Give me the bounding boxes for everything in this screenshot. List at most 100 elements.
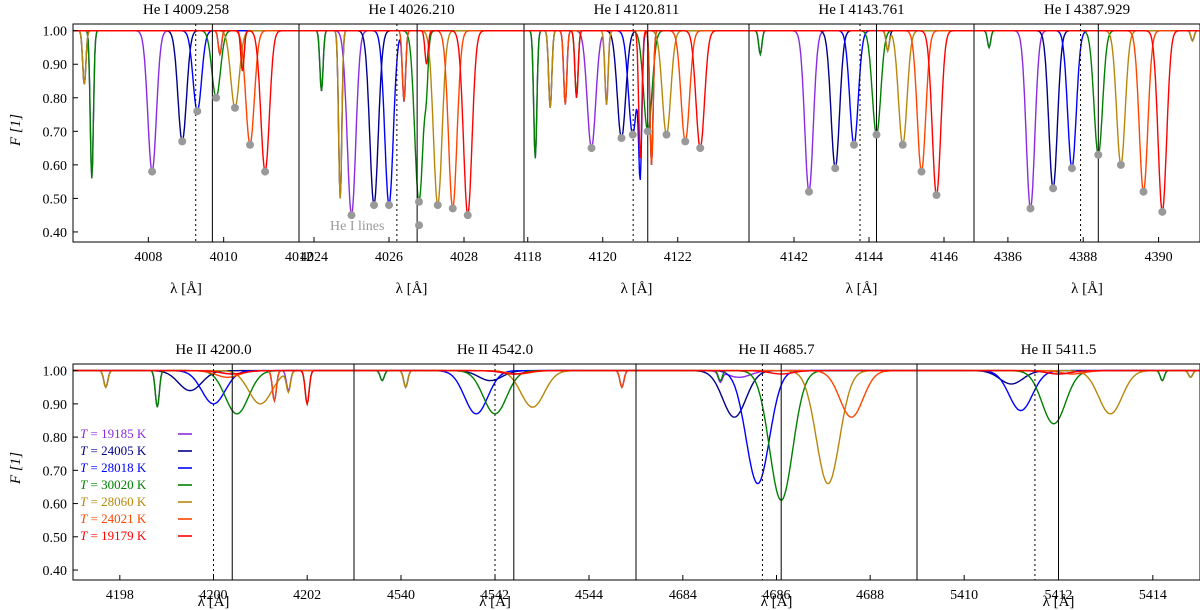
y-tick-label: 0.70 (43, 125, 68, 140)
spectrum-30020 (73, 369, 354, 415)
y-tick-label: 0.90 (43, 58, 68, 73)
x-axis-label: λ [Å] (170, 281, 202, 297)
x-tick-label: 4198 (106, 588, 134, 603)
x-axis-label: λ [Å] (846, 281, 878, 297)
minimum-marker (148, 167, 157, 176)
spectrum-30020 (299, 30, 524, 205)
x-tick-label: 4202 (293, 588, 321, 603)
minimum-marker (643, 127, 652, 136)
y-tick-label: 0.40 (43, 226, 68, 241)
minimum-marker (193, 107, 202, 116)
y-tick-label: 0.50 (43, 531, 68, 546)
panel-title: He II 4685.7 (738, 342, 815, 358)
minimum-marker (872, 130, 881, 139)
spectrum-24005 (73, 30, 299, 144)
y-tick-label: 1.00 (43, 365, 68, 380)
x-tick-label: 4200 (200, 588, 228, 603)
x-tick-label: 4542 (481, 588, 509, 603)
spectrum-28060 (636, 369, 917, 485)
legend-t-symbol: T (80, 511, 88, 526)
y-tick-label: 0.60 (43, 159, 68, 174)
x-axis-label: λ [Å] (396, 281, 428, 297)
minimum-marker (617, 134, 626, 143)
panel-curves (524, 30, 749, 180)
x-tick-label: 4142 (780, 250, 808, 265)
panel-title: He I 4026.210 (368, 2, 454, 18)
minimum-marker (1139, 187, 1148, 196)
spectrum-28018 (636, 369, 917, 485)
x-tick-label: 4026 (375, 250, 403, 265)
x-tick-label: 5412 (1045, 588, 1073, 603)
x-tick-label: 4120 (589, 250, 617, 265)
legend-entry: T = 24021 K (80, 511, 147, 526)
spectrum-30020 (749, 30, 974, 137)
panel-frame (635, 363, 918, 581)
minimum-marker (433, 201, 442, 210)
x-tick-label: 5410 (950, 588, 978, 603)
y-axis-label-top: F [1] (8, 114, 24, 147)
spectrum-28060 (354, 369, 636, 408)
spectrum-30020 (354, 369, 636, 415)
panel-8: He II 4685.7 4684 4686 4688 λ [Å] (635, 342, 918, 610)
minimum-marker (1094, 150, 1103, 159)
legend-t-value: = 28018 K (87, 460, 147, 475)
panel-title: He I 4387.929 (1044, 2, 1130, 18)
x-tick-label: 4388 (1069, 250, 1097, 265)
x-tick-label: 4146 (930, 250, 958, 265)
y-tick-label: 0.50 (43, 192, 68, 207)
legend-t-symbol: T (80, 477, 88, 492)
legend-t-value: = 19185 K (87, 426, 147, 441)
y-tick-label: 0.70 (43, 464, 68, 479)
legend-t-symbol: T (80, 426, 88, 441)
panel-curves (299, 30, 524, 218)
x-tick-label: 4028 (450, 250, 478, 265)
x-tick-label: 5414 (1139, 588, 1167, 603)
minimum-marker (917, 167, 926, 176)
x-axis-label: λ [Å] (621, 281, 653, 297)
minimum-marker (178, 137, 187, 146)
y-tick-label: 0.80 (43, 431, 68, 446)
minimum-marker (1067, 164, 1076, 173)
minimum-marker (463, 211, 472, 220)
x-axis-label: λ [Å] (479, 594, 511, 610)
panel-5: He I 4387.929 4386 4388 4390 λ [Å] (973, 2, 1200, 297)
x-tick-label: 4684 (669, 588, 697, 603)
minimum-marker (831, 164, 840, 173)
x-tick-label: 4686 (763, 588, 791, 603)
minimum-marker (850, 140, 858, 149)
spectrum-19179 (636, 369, 917, 375)
panel-4: He I 4143.761 4142 4144 4146 λ [Å] (748, 2, 975, 297)
spectrum-28018 (354, 369, 636, 415)
spectrum-19185 (974, 30, 1200, 212)
panel-title: He II 4542.0 (457, 342, 533, 358)
panel-title: He II 4200.0 (175, 342, 251, 358)
spectrum-24021 (524, 30, 749, 165)
x-axis-label: λ [Å] (761, 594, 793, 610)
minimum-marker (448, 204, 457, 213)
minimum-marker (347, 211, 356, 220)
minimum-marker (587, 144, 596, 153)
panel-curves (636, 369, 917, 501)
panel-curves (73, 369, 354, 415)
minimum-marker (1158, 207, 1167, 216)
panel-title: He I 4009.258 (143, 2, 229, 18)
panel-frame (353, 363, 637, 581)
minimum-marker (1026, 204, 1035, 213)
y-tick-label: 0.90 (43, 398, 68, 413)
panel-frame (523, 23, 750, 243)
panel-frame (72, 23, 300, 243)
spectrum-24021 (636, 369, 917, 418)
y-tick-label: 0.40 (43, 564, 68, 579)
legend-t-symbol: T (80, 494, 88, 509)
minimum-marker (628, 130, 637, 139)
x-tick-label: 4544 (575, 588, 603, 603)
panels-group: He I 4009.258 4008 4010 4012 λ [Å] 1.00 0.90 0.… (43, 2, 1200, 610)
minimum-marker (1049, 184, 1058, 193)
legend-t-value: = 30020 K (87, 477, 147, 492)
legend-entry: T = 19185 K (80, 426, 147, 441)
panel-6: He II 4200.0 4198 4200 4202 λ [Å] 1.00 0.90 0.8… (43, 342, 355, 610)
spectrum-19179 (73, 369, 354, 407)
minimum-marker (415, 221, 423, 230)
legend-t-symbol: T (80, 528, 88, 543)
minimum-marker (1116, 160, 1125, 169)
